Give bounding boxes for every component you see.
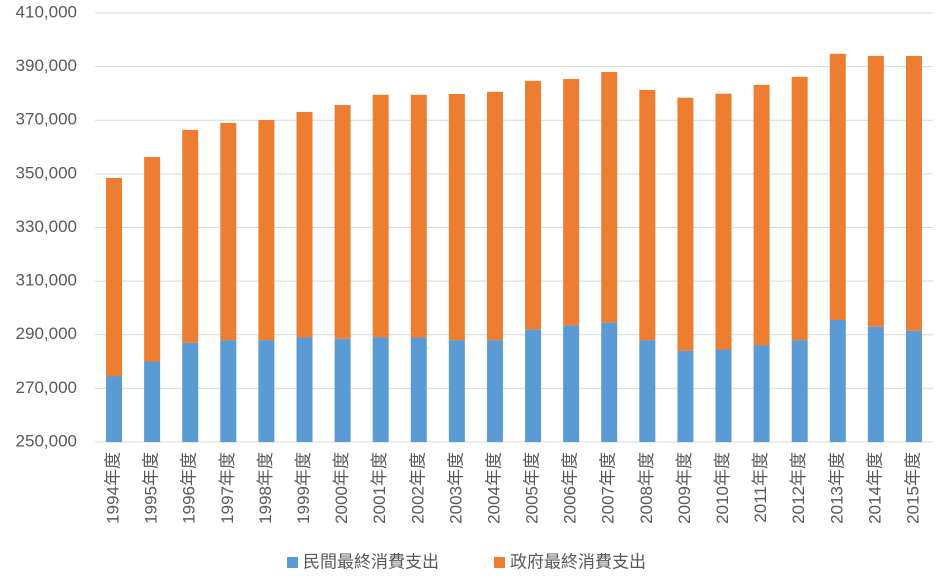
bar-segment — [791, 340, 808, 442]
x-tick-label: 1995年度 — [142, 452, 161, 524]
x-tick-label: 2013年度 — [827, 452, 846, 524]
y-tick-label: 390,000 — [16, 56, 77, 75]
bar-segment — [791, 76, 808, 341]
bar-segment — [563, 78, 580, 326]
legend-swatch — [287, 557, 298, 568]
bar-segment — [144, 361, 161, 442]
x-tick-label: 2010年度 — [713, 452, 732, 524]
bar-segment — [486, 91, 503, 341]
y-tick-label: 410,000 — [16, 2, 77, 21]
bar-segment — [829, 53, 846, 321]
x-tick-label: 1996年度 — [180, 452, 199, 524]
legend-swatch — [494, 557, 505, 568]
legend-label: 政府最終消費支出 — [510, 552, 646, 571]
x-tick-label: 2008年度 — [637, 452, 656, 524]
bar-segment — [601, 322, 618, 442]
x-tick-label: 2007年度 — [599, 452, 618, 524]
y-tick-label: 250,000 — [16, 431, 77, 450]
bar-segment — [448, 93, 465, 341]
bar-segment — [829, 320, 846, 442]
bar-segment — [258, 119, 275, 341]
x-tick-label: 2015年度 — [903, 452, 922, 524]
bar-segment — [563, 325, 580, 442]
x-tick-label: 1994年度 — [104, 452, 123, 524]
x-tick-label: 2001年度 — [370, 452, 389, 524]
bar-segment — [753, 84, 770, 346]
y-tick-label: 350,000 — [16, 163, 77, 182]
bar-segment — [448, 340, 465, 442]
bar-segment — [220, 340, 237, 442]
legend-label: 民間最終消費支出 — [303, 552, 439, 571]
bar-segment — [220, 122, 237, 341]
bar-segment — [639, 340, 656, 442]
y-tick-label: 270,000 — [16, 378, 77, 397]
bar-segment — [334, 104, 351, 339]
bar-segment — [106, 177, 123, 377]
bar-segment — [410, 94, 427, 338]
x-tick-label: 2014年度 — [865, 452, 884, 524]
bar-segment — [905, 330, 922, 442]
bar-segment — [715, 93, 732, 350]
bar-segment — [410, 337, 427, 442]
bar-segment — [296, 111, 313, 338]
bar-segment — [677, 97, 694, 351]
bar-segment — [334, 338, 351, 442]
x-tick-label: 2000年度 — [332, 452, 351, 524]
x-tick-label: 2004年度 — [484, 452, 503, 524]
bar-segment — [182, 129, 199, 343]
x-tick-label: 1998年度 — [256, 452, 275, 524]
bar-segment — [639, 89, 656, 341]
x-tick-label: 2003年度 — [446, 452, 465, 524]
x-tick-label: 1997年度 — [218, 452, 237, 524]
bar-segment — [106, 376, 123, 442]
bar-segment — [867, 326, 884, 442]
bar-segment — [715, 349, 732, 442]
bar-segment — [144, 156, 161, 362]
bar-segment — [486, 340, 503, 442]
bar-segment — [905, 55, 922, 331]
bar-segment — [296, 337, 313, 442]
y-tick-label: 290,000 — [16, 324, 77, 343]
bar-segment — [601, 71, 618, 323]
bar-segment — [372, 94, 389, 338]
y-tick-label: 310,000 — [16, 271, 77, 290]
bar-segment — [753, 345, 770, 442]
x-tick-label: 2011年度 — [751, 452, 770, 523]
y-tick-label: 370,000 — [16, 110, 77, 129]
bar-segment — [372, 337, 389, 442]
x-tick-label: 2002年度 — [408, 452, 427, 524]
x-tick-label: 1999年度 — [294, 452, 313, 524]
bar-segment — [525, 80, 542, 330]
bar-segment — [258, 340, 275, 442]
bar-segment — [677, 350, 694, 442]
x-tick-label: 2009年度 — [675, 452, 694, 524]
bar-segment — [525, 329, 542, 442]
bar-segment — [867, 55, 884, 327]
x-tick-label: 2006年度 — [561, 452, 580, 524]
y-tick-label: 330,000 — [16, 217, 77, 236]
bar-segment — [182, 342, 199, 442]
x-tick-label: 2005年度 — [523, 452, 542, 524]
x-tick-label: 2012年度 — [789, 452, 808, 524]
